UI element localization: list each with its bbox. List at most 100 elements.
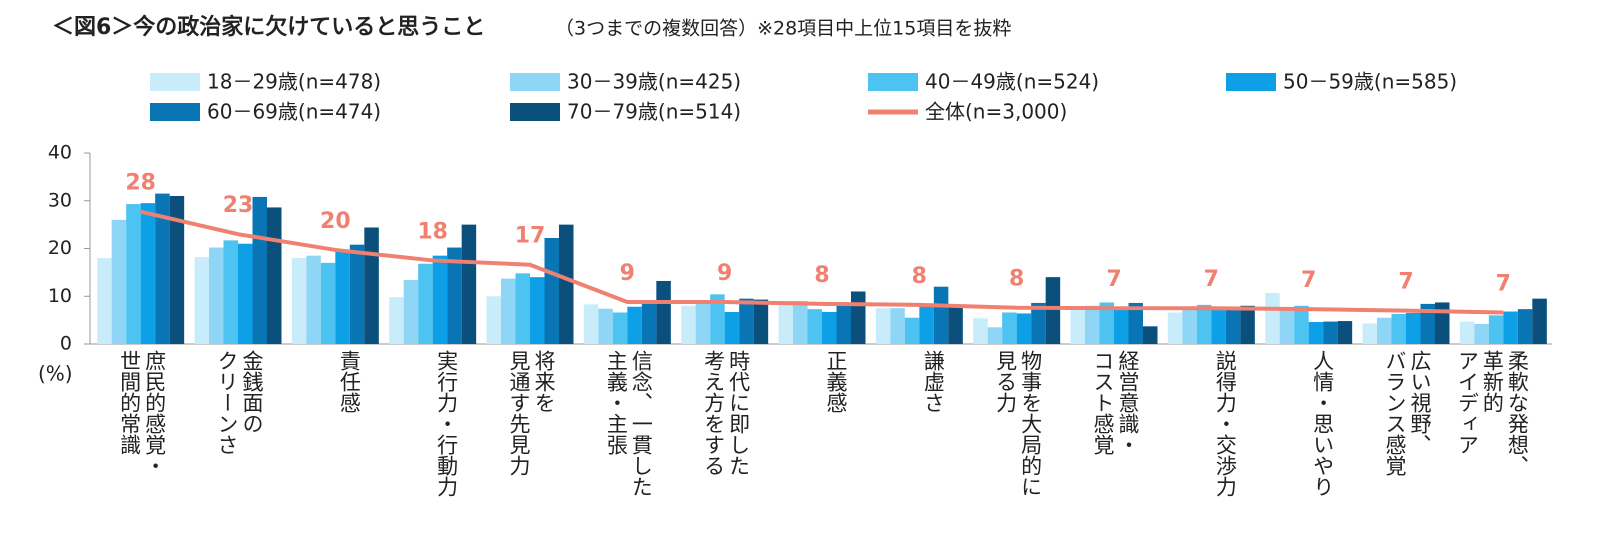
data-label: 8 (912, 264, 927, 289)
bar (695, 300, 711, 344)
legend-label: 30－39歳(n=425) (567, 70, 741, 94)
bar (349, 244, 365, 344)
bar (1167, 312, 1183, 344)
data-label: 7 (1301, 268, 1316, 293)
bar (598, 308, 613, 344)
bar (544, 237, 559, 344)
bar (140, 203, 156, 344)
x-tick-label: 実行力・行動力 (434, 350, 459, 497)
bar (807, 309, 822, 344)
legend-label: 40－49歳(n=524) (925, 70, 1099, 94)
legend-label: 18－29歳(n=478) (207, 70, 381, 94)
bar (461, 224, 477, 344)
y-axis-label: (%) (38, 362, 73, 386)
bar (1128, 302, 1143, 344)
bar (875, 308, 891, 344)
bar (1406, 312, 1421, 344)
chart-subtitle: （3つまでの複数回答）※28項目中上位15項目を抜粋 (555, 18, 1011, 40)
bar (432, 255, 448, 344)
x-tick-label: 金銭面の クリーンさ (215, 350, 264, 455)
bar (793, 301, 808, 344)
x-tick-label: 正義感 (824, 350, 848, 413)
bar (987, 327, 1003, 344)
data-label: 17 (515, 224, 546, 249)
data-label: 7 (1106, 267, 1121, 292)
data-label: 7 (1398, 270, 1413, 295)
bar (1517, 309, 1533, 344)
bar (1265, 292, 1280, 344)
y-tick-label: 40 (48, 142, 72, 164)
chart-title: ＜図6＞今の政治家に欠けていると思うこと (52, 14, 485, 40)
data-label: 18 (417, 219, 448, 244)
legend-label: 50－59歳(n=585) (1283, 70, 1457, 94)
bar (739, 298, 754, 344)
bar (111, 219, 127, 344)
bar (126, 204, 141, 344)
bar (904, 317, 920, 344)
bar (973, 318, 988, 344)
bar (656, 280, 671, 344)
bar (1099, 302, 1114, 344)
bar (822, 312, 837, 344)
x-tick-label: 経営意識・ コスト感覚 (1091, 350, 1140, 455)
bar (389, 297, 404, 344)
bar (515, 273, 530, 344)
bar (583, 304, 599, 344)
bar (559, 224, 574, 344)
y-tick-label: 20 (48, 237, 72, 259)
bar (1377, 317, 1392, 344)
bar (836, 304, 851, 344)
x-tick-label: 物事を大局的に 見る力 (993, 350, 1043, 497)
bar (364, 227, 379, 344)
bar (933, 286, 949, 344)
bar (612, 312, 628, 344)
legend-swatch (510, 103, 560, 121)
bar (1114, 308, 1129, 344)
bar (1016, 313, 1032, 344)
data-label: 9 (620, 261, 635, 286)
bar (1435, 302, 1450, 344)
bar (1323, 321, 1338, 344)
bar (209, 247, 224, 344)
legend-swatch (868, 73, 918, 91)
bar (890, 308, 905, 344)
bar (1474, 323, 1489, 344)
x-tick-label: 説得力・交渉力 (1213, 350, 1238, 497)
bar (681, 305, 696, 344)
bar (1031, 302, 1046, 344)
legend-swatch (150, 103, 200, 121)
bar (1196, 304, 1212, 344)
bar (1225, 307, 1241, 344)
bar (418, 263, 433, 344)
bar (778, 301, 793, 344)
bar (1391, 313, 1406, 344)
bar (403, 280, 419, 344)
legend-label: 60－69歳(n=474) (207, 100, 381, 124)
bar (1182, 309, 1197, 344)
bar (486, 296, 501, 344)
bar (851, 291, 866, 344)
data-label: 20 (320, 209, 351, 234)
data-label: 8 (1009, 267, 1024, 292)
bar (1420, 303, 1435, 344)
x-tick-label: 広い視野、 バランス感覚 (1383, 350, 1432, 476)
bar (530, 277, 545, 344)
bar (1045, 277, 1061, 344)
bar (1337, 321, 1353, 344)
bar (1002, 312, 1017, 344)
y-tick-label: 30 (48, 189, 72, 211)
bar (320, 262, 336, 344)
x-tick-label: 謙虚さ (921, 350, 946, 413)
bar (501, 278, 516, 344)
bar (1240, 305, 1255, 344)
bar (267, 207, 282, 344)
data-label: 9 (717, 261, 732, 286)
x-tick-label: 柔軟な発想、 革新的 アイディア (1455, 350, 1530, 476)
x-tick-label: 信念、一貫した 主義・主張 (604, 350, 654, 497)
bar (641, 301, 657, 344)
bar (252, 196, 267, 344)
data-label: 7 (1204, 267, 1219, 292)
bar (710, 294, 725, 344)
